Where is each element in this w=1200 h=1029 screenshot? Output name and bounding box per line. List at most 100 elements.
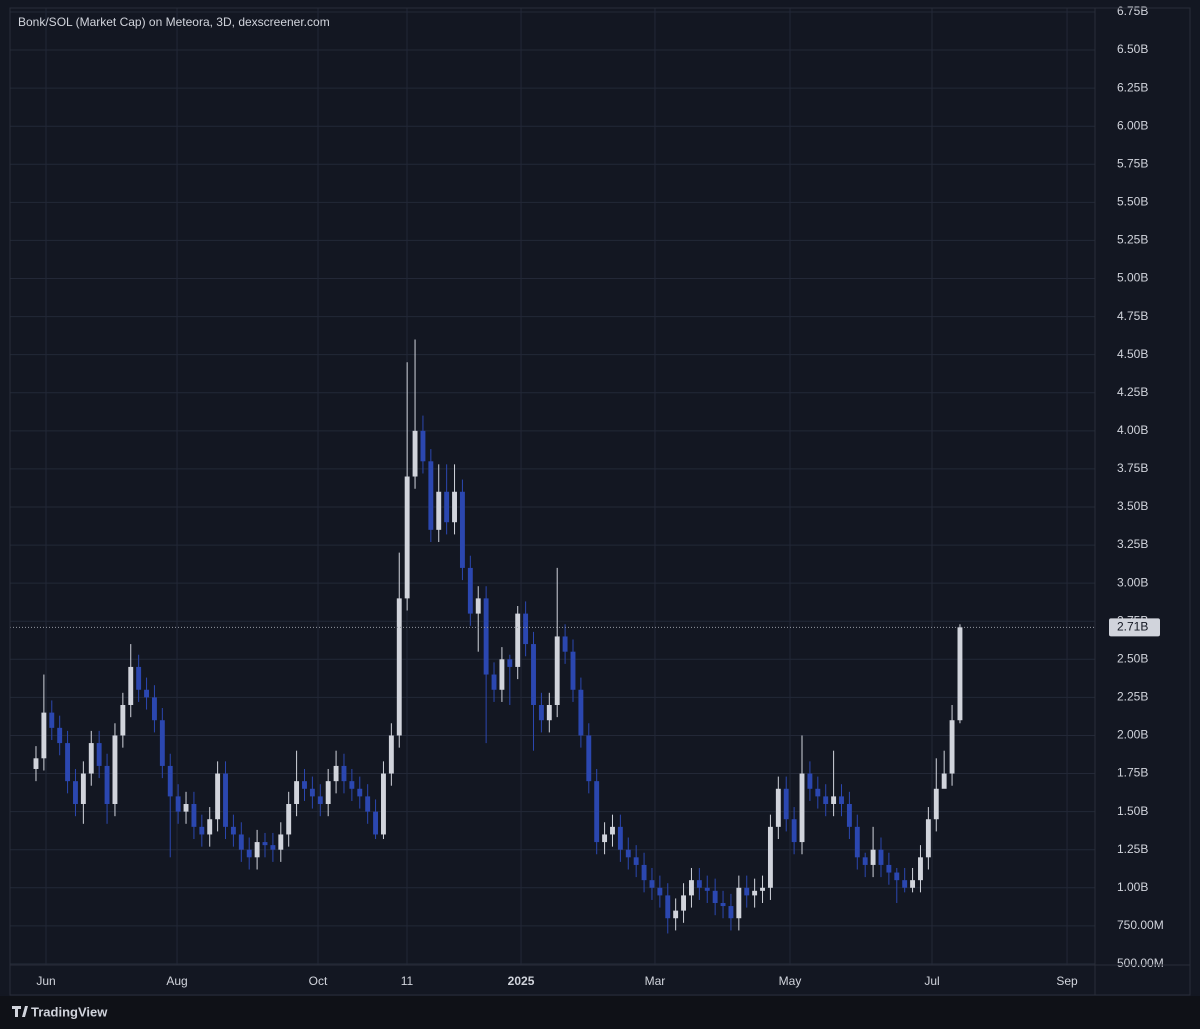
candle-body bbox=[507, 659, 513, 667]
footer-bar bbox=[0, 996, 1200, 1029]
candle-body bbox=[254, 842, 260, 858]
x-tick-label: Aug bbox=[166, 974, 187, 988]
candle-body bbox=[144, 689, 149, 698]
candle-body bbox=[886, 864, 892, 873]
candle-body bbox=[925, 819, 931, 858]
candle-body bbox=[452, 491, 457, 523]
candle-body bbox=[894, 872, 900, 881]
candle-body bbox=[515, 613, 521, 667]
candle-body bbox=[720, 903, 726, 907]
candle-body bbox=[278, 834, 284, 850]
candle-body bbox=[357, 788, 363, 797]
candle-body bbox=[159, 720, 165, 766]
candle-body bbox=[846, 804, 852, 827]
x-tick-label: Oct bbox=[309, 974, 328, 988]
y-tick-label: 2.25B bbox=[1117, 690, 1148, 704]
candle-body bbox=[483, 598, 489, 675]
y-tick-label: 1.25B bbox=[1117, 842, 1148, 856]
y-tick-label: 5.25B bbox=[1117, 233, 1148, 247]
candle-body bbox=[831, 796, 837, 805]
candle-body bbox=[404, 476, 410, 599]
y-tick-label: 6.75B bbox=[1117, 4, 1148, 18]
y-tick-label: 6.25B bbox=[1117, 80, 1148, 94]
candle-body bbox=[381, 773, 386, 835]
grid bbox=[10, 8, 1095, 965]
candle-body bbox=[88, 743, 94, 774]
candle-body bbox=[941, 773, 947, 789]
candle-body bbox=[325, 781, 331, 805]
candle-body bbox=[641, 864, 647, 881]
y-tick-label: 3.25B bbox=[1117, 537, 1148, 551]
candle-body bbox=[333, 765, 339, 782]
candle-body bbox=[736, 887, 742, 919]
candle-body bbox=[207, 819, 213, 835]
candle-body bbox=[696, 880, 702, 888]
candle-body bbox=[949, 720, 955, 774]
candle-body bbox=[689, 880, 694, 896]
candle-body bbox=[475, 598, 481, 614]
candle-body bbox=[728, 906, 734, 919]
candle-body bbox=[704, 887, 710, 891]
tradingview-logo bbox=[12, 1006, 28, 1017]
candle-body bbox=[199, 826, 205, 835]
candle-body bbox=[854, 826, 860, 858]
y-tick-label: 4.50B bbox=[1117, 347, 1148, 361]
candle-body bbox=[317, 796, 323, 805]
candle-body bbox=[270, 845, 276, 850]
y-tick-label: 750.00M bbox=[1117, 918, 1164, 932]
candle-body bbox=[412, 430, 418, 477]
y-tick-label: 5.75B bbox=[1117, 156, 1148, 170]
candle-body bbox=[586, 735, 592, 782]
candle-body bbox=[365, 796, 371, 812]
candle-body bbox=[80, 773, 86, 805]
candle-body bbox=[546, 704, 552, 721]
candle-body bbox=[902, 880, 908, 888]
candle-body bbox=[191, 804, 197, 827]
candle-body bbox=[57, 727, 63, 744]
candle-body bbox=[459, 491, 465, 568]
y-tick-label: 4.00B bbox=[1117, 423, 1148, 437]
frame bbox=[9, 7, 1191, 996]
candle-body bbox=[491, 674, 497, 690]
candle-body bbox=[499, 659, 505, 690]
candle-body bbox=[373, 811, 379, 835]
candle-body bbox=[388, 735, 394, 774]
y-tick-label: 6.50B bbox=[1117, 42, 1148, 56]
candle-body bbox=[767, 826, 773, 888]
candle-body bbox=[444, 491, 450, 523]
candle-body bbox=[712, 890, 718, 904]
candle-body bbox=[33, 758, 39, 769]
candle-body bbox=[538, 704, 544, 721]
candle-body bbox=[673, 910, 679, 919]
candle-body bbox=[467, 567, 473, 614]
candle-body bbox=[523, 613, 529, 645]
candle-body bbox=[65, 743, 71, 782]
candle-body bbox=[578, 689, 584, 736]
candle-body bbox=[617, 826, 623, 850]
candle-body bbox=[396, 598, 402, 736]
candle-body bbox=[341, 765, 347, 782]
candle-body bbox=[41, 712, 47, 759]
candle-body bbox=[933, 788, 939, 820]
y-tick-label: 1.50B bbox=[1117, 804, 1148, 818]
candle-body bbox=[223, 773, 228, 827]
footer-brand: TradingView bbox=[31, 1004, 108, 1019]
candle-body bbox=[744, 887, 750, 896]
candle-body bbox=[238, 834, 244, 850]
candle-body bbox=[878, 849, 884, 865]
candle-body bbox=[665, 895, 671, 919]
candle-body bbox=[862, 857, 868, 865]
y-tick-label: 3.00B bbox=[1117, 575, 1148, 589]
y-tick-label: 6.00B bbox=[1117, 118, 1148, 132]
candle-body bbox=[420, 430, 426, 462]
candle-body bbox=[215, 773, 221, 820]
candle-body bbox=[910, 880, 916, 888]
candle-body bbox=[562, 636, 568, 652]
candle-body bbox=[286, 804, 292, 835]
candle-body bbox=[120, 704, 126, 736]
candle-body bbox=[783, 788, 789, 820]
y-tick-label: 3.50B bbox=[1117, 499, 1148, 513]
candle-body bbox=[230, 826, 236, 835]
